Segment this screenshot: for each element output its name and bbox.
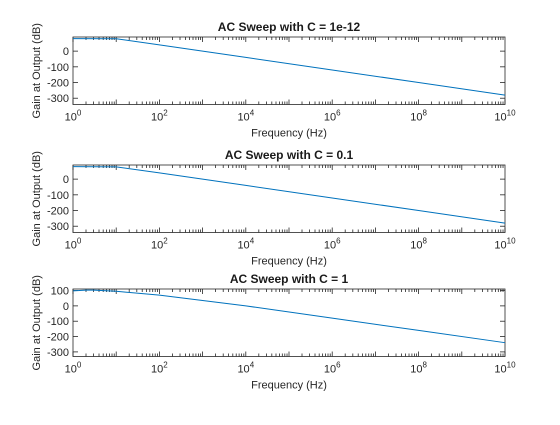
y-tick-label: -100	[47, 190, 69, 202]
y-tick-label: 100	[51, 286, 69, 298]
series-line-1	[72, 166, 506, 224]
x-tick-label: 102	[151, 237, 168, 252]
y-tick-label: -100	[47, 316, 69, 328]
series-line-1	[72, 38, 506, 96]
y-axis-label: Gain at Output (dB)	[31, 151, 43, 246]
x-tick-label: 1010	[494, 237, 516, 252]
chart-title: AC Sweep with C = 0.1	[225, 148, 354, 162]
x-axis-label: Frequency (Hz)	[251, 256, 327, 268]
y-tick-label: -300	[47, 347, 69, 359]
plot-area	[72, 36, 506, 105]
x-tick-label: 106	[324, 109, 341, 124]
x-tick-label: 1010	[494, 361, 516, 376]
y-tick-label: -300	[47, 93, 69, 105]
x-tick-label: 106	[324, 237, 341, 252]
y-tick-label: -200	[47, 78, 69, 90]
y-tick-label: -100	[47, 62, 69, 74]
y-tick-label: -200	[47, 332, 69, 344]
y-tick-label: -200	[47, 206, 69, 218]
chart-title: AC Sweep with C = 1e-12	[218, 20, 361, 34]
x-tick-label: 108	[410, 109, 427, 124]
chart-title: AC Sweep with C = 1	[230, 272, 349, 286]
x-tick-label: 102	[151, 361, 168, 376]
x-tick-label: 106	[324, 361, 341, 376]
series-line-1	[72, 289, 506, 344]
y-tick-label: 0	[63, 174, 69, 186]
y-tick-label: 0	[63, 301, 69, 313]
plot-area	[72, 288, 506, 357]
y-axis-label: Gain at Output (dB)	[31, 275, 43, 370]
x-tick-label: 104	[237, 361, 254, 376]
chart-panel-1: AC Sweep with C = 1e-12 100 102 104 106 108 10…	[31, 20, 516, 140]
x-tick-label: 108	[410, 361, 427, 376]
x-tick-label: 108	[410, 237, 427, 252]
chart-panel-2: AC Sweep with C = 0.1 100 102 104 106 108 1010…	[31, 148, 516, 268]
chart-panel-3: AC Sweep with C = 1 100 102 104 106 108 1010 10…	[31, 272, 516, 392]
x-tick-label: 100	[65, 109, 82, 124]
plot-area	[72, 164, 506, 233]
y-tick-label: 0	[63, 46, 69, 58]
x-tick-label: 100	[65, 237, 82, 252]
x-axis-label: Frequency (Hz)	[251, 380, 327, 392]
x-tick-label: 100	[65, 361, 82, 376]
x-tick-label: 104	[237, 237, 254, 252]
x-tick-label: 104	[237, 109, 254, 124]
y-axis-label: Gain at Output (dB)	[31, 23, 43, 118]
x-tick-label: 102	[151, 109, 168, 124]
x-tick-label: 1010	[494, 109, 516, 124]
x-axis-label: Frequency (Hz)	[251, 128, 327, 140]
y-tick-label: -300	[47, 221, 69, 233]
